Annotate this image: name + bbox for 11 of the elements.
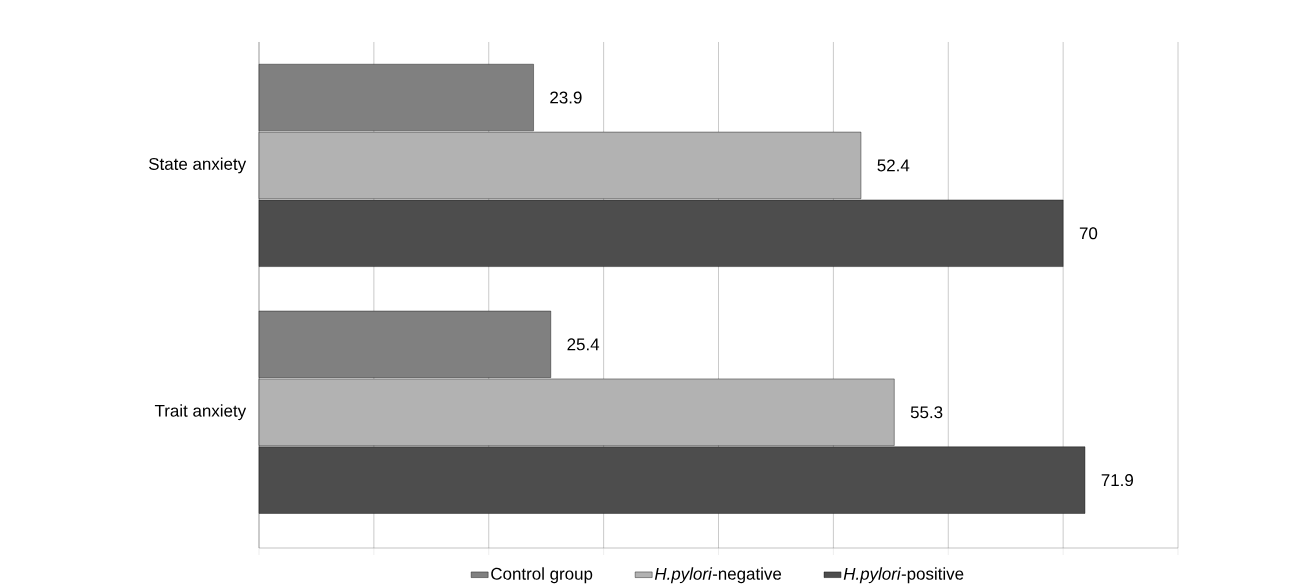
data-label: 52.4 bbox=[877, 159, 910, 172]
legend-label: Control group bbox=[491, 567, 593, 584]
legend-label: H.pylori-negative bbox=[654, 567, 782, 584]
data-label: 71.9 bbox=[1101, 474, 1133, 487]
y-tick-label: State anxiety bbox=[149, 157, 247, 174]
data-label: 70 bbox=[1079, 227, 1098, 240]
data-label: 25.4 bbox=[567, 338, 600, 351]
data-label: 55.3 bbox=[910, 406, 943, 419]
legend-label: H.pylori-positive bbox=[843, 567, 964, 584]
data-label: 23.9 bbox=[550, 91, 582, 104]
y-tick-label: Trait anxiety bbox=[154, 404, 247, 421]
